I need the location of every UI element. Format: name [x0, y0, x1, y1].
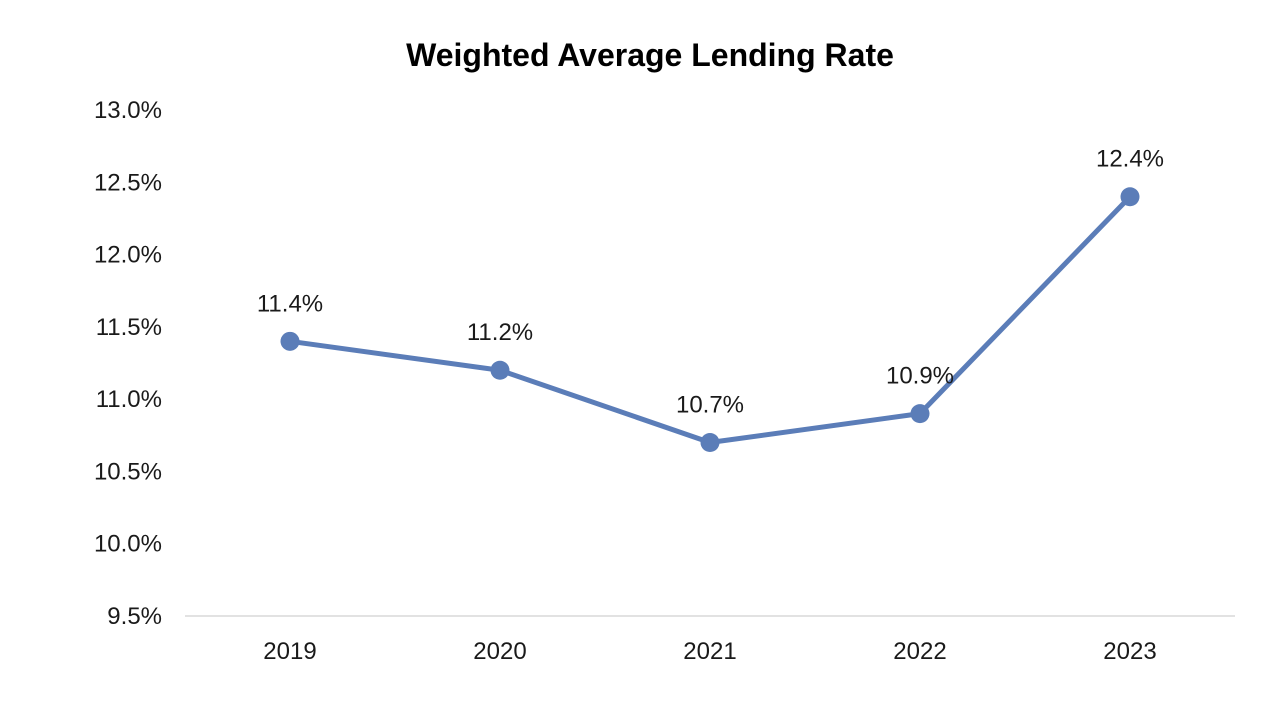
y-tick-label: 10.5% — [94, 458, 162, 485]
data-label: 10.9% — [886, 363, 954, 390]
data-point — [1120, 187, 1140, 207]
data-label: 11.2% — [467, 319, 533, 346]
x-axis-tick-labels: 2019 2020 2021 2022 2023 — [263, 638, 1156, 665]
y-tick-label: 9.5% — [107, 603, 162, 630]
data-point — [700, 433, 720, 453]
y-axis-tick-labels: 9.5% 10.0% 10.5% 11.0% 11.5% 12.0% 12.5% 13.0% — [94, 97, 162, 630]
y-tick-label: 13.0% — [94, 97, 162, 124]
series-rate — [280, 187, 1140, 453]
x-tick-label: 2021 — [683, 638, 736, 665]
data-point — [490, 360, 510, 380]
data-point — [280, 331, 300, 351]
data-label: 10.7% — [676, 392, 744, 419]
y-tick-label: 11.0% — [96, 386, 162, 413]
x-tick-label: 2020 — [473, 638, 526, 665]
y-tick-label: 11.5% — [96, 314, 162, 341]
data-label: 11.4% — [257, 290, 323, 317]
data-labels: 11.4% 11.2% 10.7% 10.9% 12.4% — [257, 146, 1164, 419]
x-tick-label: 2022 — [893, 638, 946, 665]
x-tick-label: 2023 — [1103, 638, 1156, 665]
y-tick-label: 10.0% — [94, 531, 162, 558]
y-tick-label: 12.0% — [94, 242, 162, 269]
x-tick-label: 2019 — [263, 638, 316, 665]
data-point — [910, 404, 930, 424]
data-label: 12.4% — [1096, 146, 1164, 173]
y-tick-label: 12.5% — [94, 169, 162, 196]
chart-title: Weighted Average Lending Rate — [406, 37, 894, 73]
